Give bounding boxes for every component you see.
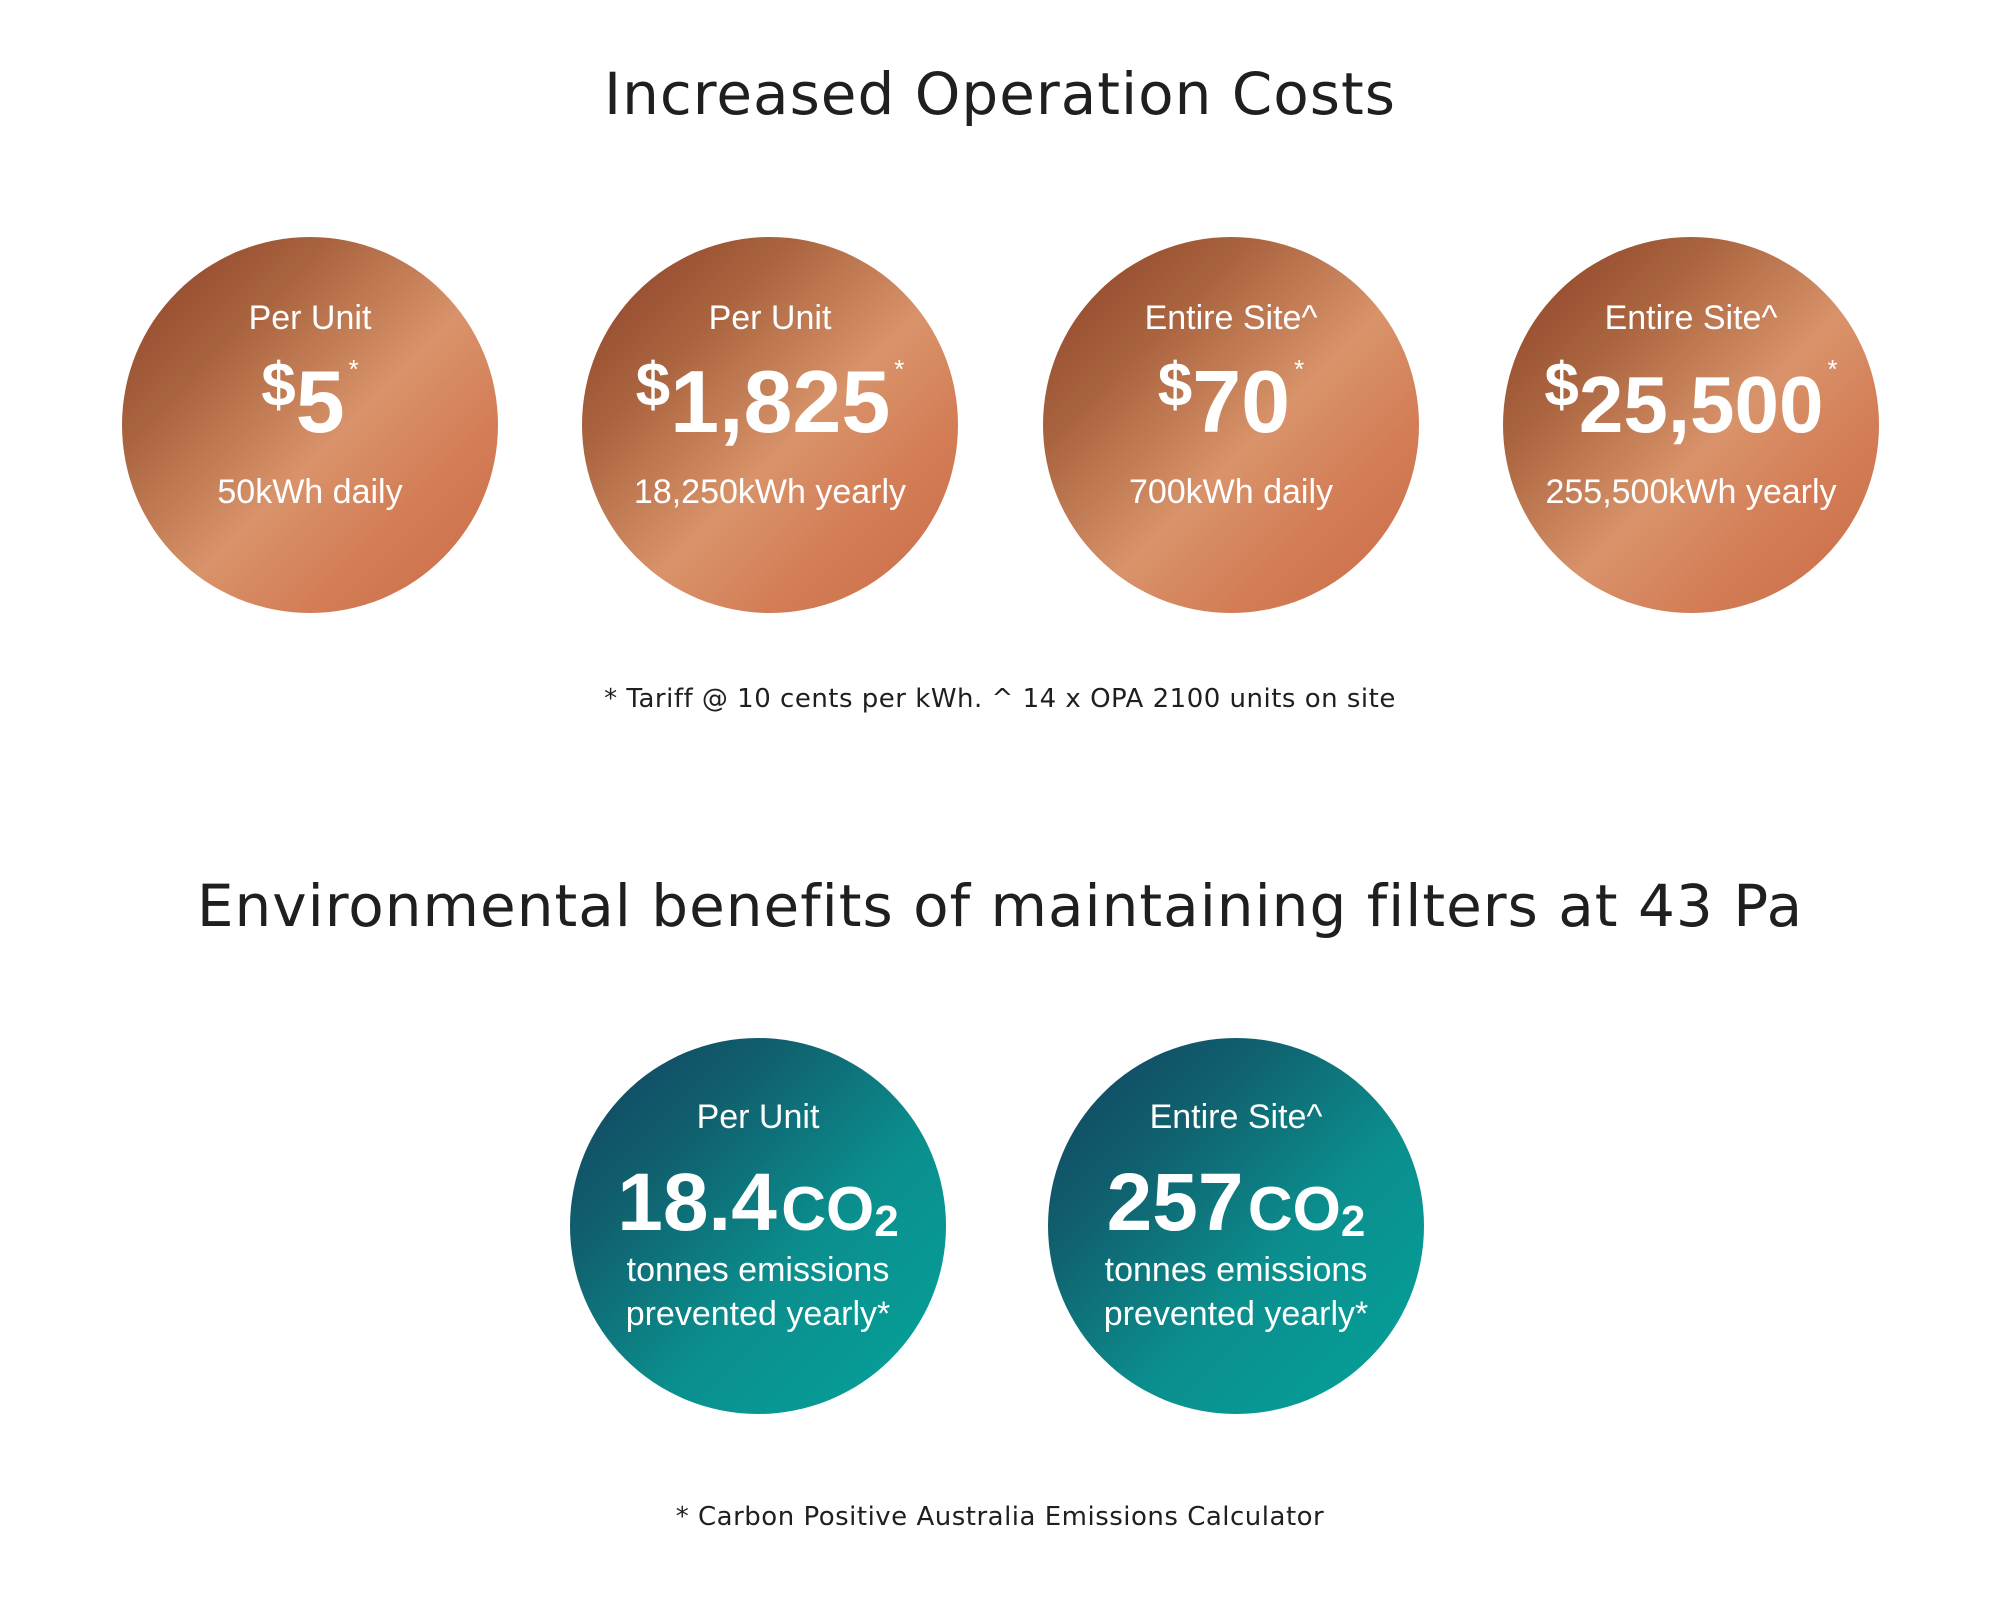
card-amount: 257	[1106, 1157, 1244, 1248]
card-subtext: 700kWh daily	[1128, 473, 1334, 511]
footnote-marker: *	[1827, 354, 1838, 384]
card-label: Per Unit	[696, 1098, 820, 1136]
footnote-marker: *	[894, 354, 905, 384]
card-label: Entire Site^	[1144, 299, 1318, 337]
card-label: Entire Site^	[1604, 299, 1778, 337]
cost-card-entire-site-yearly: Entire Site^ $25,500 * 255,500kWh yearly	[1503, 237, 1879, 613]
card-label: Entire Site^	[1149, 1098, 1323, 1136]
card-subtext-line1: tonnes emissions	[626, 1251, 890, 1289]
env-card-entire-site: Entire Site^ 257 CO2 tonnes emissions pr…	[1048, 1038, 1424, 1414]
footnote-marker: *	[1294, 354, 1305, 384]
card-amount: 18.4	[617, 1157, 777, 1248]
card-subtext: tonnes emissions prevented yearly*	[570, 1248, 946, 1336]
co2-subscript: 2	[1340, 1197, 1366, 1246]
currency-symbol: $	[1544, 351, 1579, 420]
costs-footnote: * Tariff @ 10 cents per kWh. ^ 14 x OPA …	[604, 684, 1396, 714]
card-amount: 1,825	[670, 352, 891, 451]
card-amount: 5	[295, 352, 345, 451]
card-subtext-line2: prevented yearly*	[625, 1295, 891, 1333]
co2-unit: CO	[1247, 1175, 1341, 1244]
card-value: 18.4 CO2	[570, 1162, 946, 1244]
cost-card-per-unit-yearly: Per Unit $1,825 * 18,250kWh yearly	[582, 237, 958, 613]
environment-heading: Environmental benefits of maintaining fi…	[196, 872, 1804, 940]
footnote-marker: *	[348, 354, 359, 384]
card-value: $25,500 *	[1503, 355, 1879, 445]
card-value: $1,825 *	[582, 355, 958, 446]
card-value: 257 CO2	[1048, 1162, 1424, 1244]
cost-card-per-unit-daily: Per Unit $5 * 50kWh daily	[122, 237, 498, 613]
card-amount: 70	[1192, 352, 1291, 451]
card-label: Per Unit	[248, 299, 372, 337]
costs-heading: Increased Operation Costs	[604, 60, 1396, 128]
currency-symbol: $	[1157, 351, 1193, 420]
co2-subscript: 2	[874, 1197, 899, 1246]
card-subtext: tonnes emissions prevented yearly*	[1048, 1248, 1424, 1336]
environment-footnote: * Carbon Positive Australia Emissions Ca…	[675, 1502, 1325, 1532]
co2-unit: CO	[781, 1175, 875, 1244]
card-value: $5 *	[122, 355, 498, 446]
card-label: Per Unit	[708, 299, 832, 337]
currency-symbol: $	[261, 351, 296, 420]
currency-symbol: $	[635, 351, 671, 420]
card-amount: 25,500	[1578, 360, 1824, 449]
env-card-per-unit: Per Unit 18.4 CO2 tonnes emissions preve…	[570, 1038, 946, 1414]
card-subtext-line1: tonnes emissions	[1104, 1251, 1368, 1289]
cost-card-entire-site-daily: Entire Site^ $70 * 700kWh daily	[1043, 237, 1419, 613]
card-subtext: 18,250kWh yearly	[633, 473, 907, 511]
card-subtext: 255,500kWh yearly	[1545, 473, 1837, 511]
card-subtext: 50kWh daily	[217, 473, 403, 511]
card-subtext-line2: prevented yearly*	[1103, 1295, 1369, 1333]
card-value: $70 *	[1043, 355, 1419, 446]
